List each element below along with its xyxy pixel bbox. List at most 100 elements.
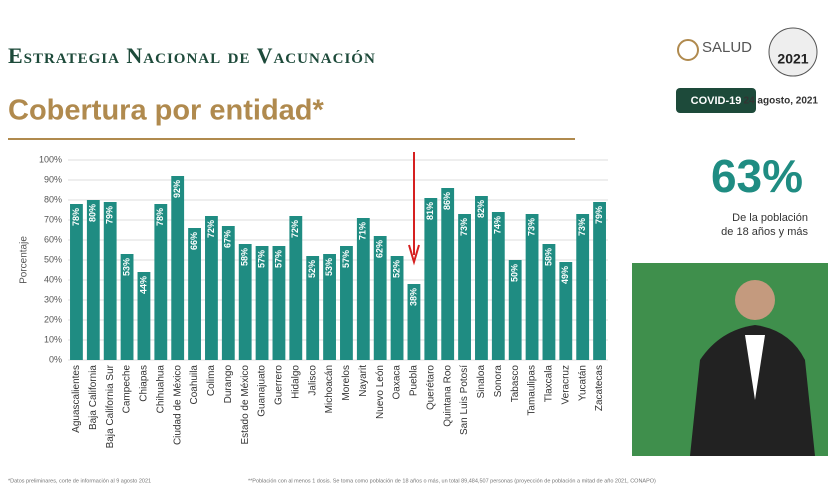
value-label: 67% [223, 230, 233, 248]
value-label: 38% [408, 288, 418, 306]
bar [458, 214, 471, 360]
bar [542, 244, 556, 360]
bar [70, 204, 83, 360]
x-tick-label: Sonora [493, 365, 504, 398]
x-tick-label: Zacatecas [594, 365, 605, 411]
y-tick-label: 60% [44, 234, 62, 244]
value-label: 72% [206, 220, 216, 238]
bar [559, 262, 573, 360]
bar [86, 200, 100, 360]
date: 24 agosto, 2021 [744, 96, 819, 107]
slide-subtitle: Cobertura por entidad* [8, 95, 325, 127]
bar [188, 228, 201, 360]
y-tick-label: 90% [44, 174, 62, 184]
bar [103, 202, 117, 360]
x-tick-label: Tabasco [510, 365, 521, 403]
x-tick-label: Nuevo León [375, 365, 386, 419]
value-label: 81% [425, 202, 435, 220]
x-tick-label: Baja California Sur [105, 364, 116, 448]
value-label: 52% [391, 260, 401, 278]
value-label: 86% [442, 192, 452, 210]
y-tick-label: 10% [44, 334, 62, 344]
value-label: 72% [290, 220, 300, 238]
value-label: 57% [256, 250, 266, 268]
bar [272, 246, 286, 360]
value-label: 80% [88, 204, 98, 222]
x-tick-label: Guerrero [274, 365, 285, 405]
bar [306, 256, 320, 360]
x-tick-label: Tamaulipas [527, 365, 538, 416]
bar [238, 244, 252, 360]
value-label: 49% [560, 266, 570, 284]
bar [221, 226, 235, 360]
bar [390, 256, 404, 360]
x-tick-label: Michoacán [324, 365, 335, 413]
bar [424, 198, 438, 360]
value-label: 82% [476, 200, 486, 218]
x-tick-label: Estado de México [240, 365, 251, 445]
y-tick-label: 80% [44, 194, 62, 204]
logo-emblem [677, 39, 699, 61]
bar [289, 216, 303, 360]
bar [475, 196, 488, 360]
x-tick-label: Sinaloa [476, 365, 487, 399]
bar [120, 254, 134, 360]
slide-title: Estrategia Nacional de Vacunación [8, 43, 376, 68]
value-label: 58% [543, 248, 553, 266]
footnote: **Población con al menos 1 dosis. Se tom… [248, 478, 656, 484]
x-tick-label: Durango [223, 365, 234, 404]
year-emblem [768, 27, 818, 77]
value-label: 71% [358, 222, 368, 240]
x-tick-label: Ciudad de México [172, 365, 183, 445]
bar [491, 212, 505, 360]
value-label: 74% [493, 216, 503, 234]
value-label: 62% [375, 240, 385, 258]
y-tick-label: 30% [44, 294, 62, 304]
value-label: 73% [526, 218, 536, 236]
stat-caption: de 18 años y más [721, 226, 808, 238]
x-tick-label: Baja California [88, 365, 99, 430]
bar [137, 272, 151, 360]
badge [676, 88, 756, 113]
bar [593, 202, 606, 360]
value-label: 66% [189, 232, 199, 250]
x-tick-label: Chiapas [139, 365, 150, 402]
bar [508, 260, 522, 360]
y-tick-label: 20% [44, 314, 62, 324]
x-tick-label: Quintana Roo [442, 365, 453, 427]
value-label: 53% [324, 258, 334, 276]
x-tick-label: Oaxaca [392, 365, 403, 400]
bar [255, 246, 269, 360]
value-label: 78% [155, 208, 165, 226]
value-label: 57% [273, 250, 283, 268]
bar [356, 218, 370, 360]
value-label: 92% [172, 180, 182, 198]
x-tick-label: Coahuila [189, 365, 200, 405]
bar [373, 236, 387, 360]
interpreter-head [735, 280, 775, 320]
bar [441, 188, 455, 360]
bar [154, 204, 168, 360]
stat-caption: De la población [732, 212, 808, 224]
interpreter-shirt [745, 335, 765, 400]
x-tick-label: Jalisco [307, 365, 318, 396]
y-tick-label: 70% [44, 214, 62, 224]
value-label: 79% [594, 206, 604, 224]
x-tick-label: Hidalgo [290, 365, 301, 399]
value-label: 73% [459, 218, 469, 236]
x-tick-label: Veracruz [560, 365, 571, 404]
highlight-arrow [408, 152, 420, 266]
x-tick-label: Morelos [341, 365, 352, 401]
value-label: 73% [577, 218, 587, 236]
badge-text: COVID-19 [691, 95, 742, 107]
x-tick-label: Campeche [122, 365, 133, 414]
value-label: 58% [240, 248, 250, 266]
x-tick-label: San Luis Potosí [459, 365, 470, 435]
interpreter-body [690, 325, 815, 456]
value-label: 57% [341, 250, 351, 268]
bar [407, 284, 421, 360]
logo-text: SALUD [702, 39, 752, 56]
y-tick-label: 40% [44, 274, 62, 284]
y-tick-label: 0% [49, 354, 62, 364]
